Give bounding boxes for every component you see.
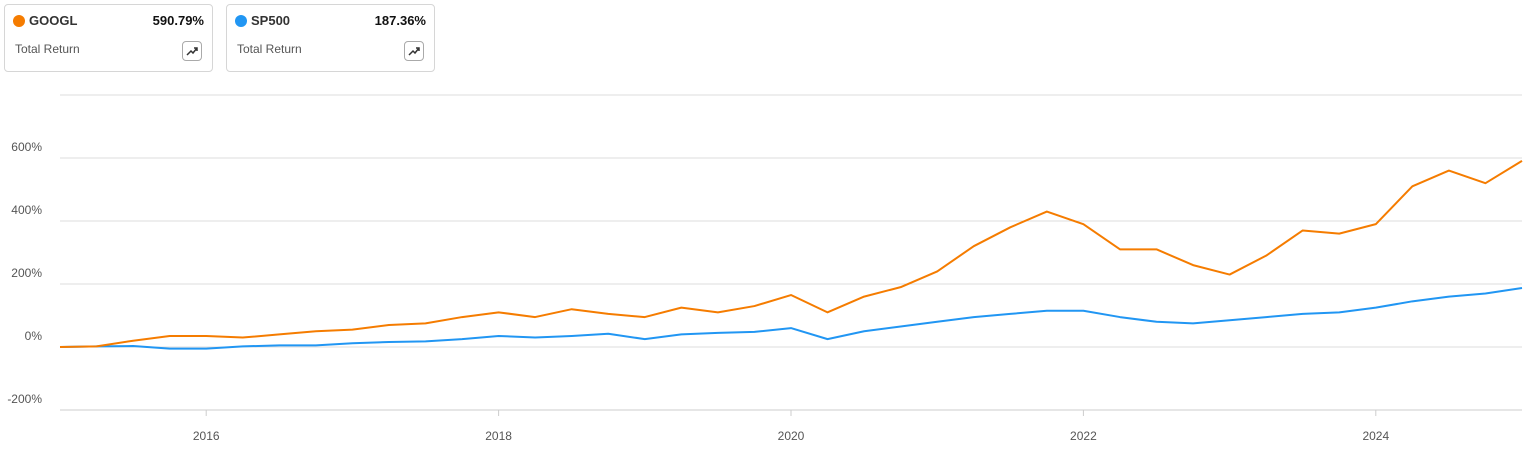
- x-tick-label: 2018: [485, 429, 512, 443]
- x-tick-label: 2016: [193, 429, 220, 443]
- x-tick-label: 2020: [778, 429, 805, 443]
- line: [59, 160, 1523, 348]
- legend-marker: [13, 15, 25, 27]
- total-return-value: 590.79%: [152, 13, 204, 28]
- legend-marker: [235, 15, 247, 27]
- legend-label: SP500: [251, 13, 291, 28]
- y-tick-label: -200%: [7, 392, 42, 406]
- chart-icon[interactable]: [404, 41, 424, 61]
- y-tick-label: 200%: [11, 266, 42, 280]
- y-tick-label: 0%: [25, 329, 43, 343]
- line: [59, 286, 1523, 350]
- total-return-value: 187.36%: [374, 13, 426, 28]
- legend-card: GOOGL 590.79% Total Return: [4, 4, 213, 72]
- x-tick-label: 2022: [1070, 429, 1097, 443]
- legend-label: GOOGL: [29, 13, 78, 28]
- x-tick-label: 2024: [1362, 429, 1389, 443]
- chart-icon[interactable]: [182, 41, 202, 61]
- y-tick-label: 400%: [11, 203, 42, 217]
- legend-card: SP500 187.36% Total Return: [226, 4, 435, 72]
- y-tick-label: 600%: [11, 140, 42, 154]
- caption: Total Return: [15, 42, 80, 56]
- caption: Total Return: [237, 42, 302, 56]
